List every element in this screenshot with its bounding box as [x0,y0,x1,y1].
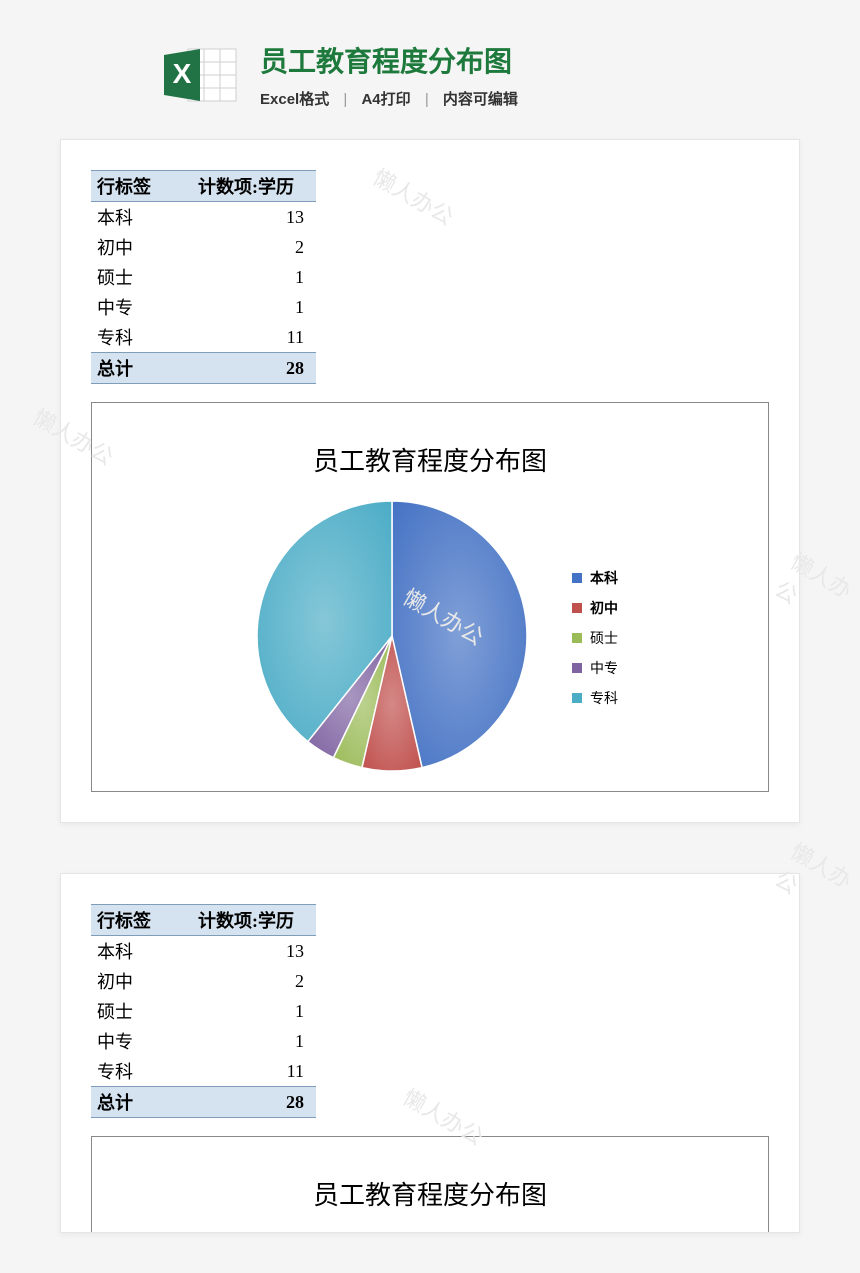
table-cell: 1 [176,1026,316,1056]
table-row: 本科13 [91,936,316,967]
table-cell: 专科 [91,1056,176,1087]
chart-legend: 本科初中硕士中专专科 [572,568,618,708]
legend-swatch [572,573,582,583]
legend-label: 初中 [590,598,618,618]
table-cell: 初中 [91,966,176,996]
table-row: 专科11 [91,322,316,353]
total-row: 总计28 [91,353,316,384]
page-1: 行标签计数项:学历 本科13初中2硕士1中专1专科11总计28 员工教育程度分布… [60,139,800,823]
table-cell: 11 [176,1056,316,1087]
column-header: 计数项:学历 [176,171,316,202]
column-header: 计数项:学历 [176,905,316,936]
legend-label: 硕士 [590,628,618,648]
total-value: 28 [176,1087,316,1118]
pivot-table: 行标签计数项:学历 本科13初中2硕士1中专1专科11总计28 [91,170,316,384]
legend-label: 本科 [590,568,618,588]
legend-swatch [572,603,582,613]
meta-format: Excel格式 [260,91,329,108]
table-cell: 本科 [91,936,176,967]
pie-slot [242,486,542,791]
table-row: 硕士1 [91,262,316,292]
legend-item: 专科 [572,688,618,708]
legend-swatch [572,663,582,673]
document-meta: Excel格式 | A4打印 | 内容可编辑 [260,88,518,109]
chart-body: 本科初中硕士中专专科 [112,1222,748,1233]
legend-swatch [572,693,582,703]
legend-swatch [572,633,582,643]
svg-text:X: X [173,58,192,89]
legend-item: 本科 [572,568,618,588]
pie-chart [242,486,542,786]
chart-title: 员工教育程度分布图 [112,441,748,478]
table-cell: 中专 [91,292,176,322]
table-cell: 2 [176,232,316,262]
table-cell: 13 [176,936,316,967]
table-cell: 1 [176,996,316,1026]
meta-sep: | [343,91,347,108]
total-row: 总计28 [91,1087,316,1118]
legend-item: 硕士 [572,628,618,648]
page-2: 行标签计数项:学历 本科13初中2硕士1中专1专科11总计28 员工教育程度分布… [60,873,800,1233]
document-header: X 员工教育程度分布图 Excel格式 | A4打印 | 内容可编辑 [160,40,800,109]
pie-chart-container: 员工教育程度分布图 本科初中硕士中专专科 [91,402,769,792]
pie-chart [242,1220,542,1234]
table-cell: 中专 [91,1026,176,1056]
table-cell: 13 [176,202,316,233]
table-row: 中专1 [91,1026,316,1056]
pivot-table: 行标签计数项:学历 本科13初中2硕士1中专1专科11总计28 [91,904,316,1118]
table-cell: 11 [176,322,316,353]
pie-slot [242,1220,542,1234]
total-label: 总计 [91,353,176,384]
excel-icon: X [160,45,240,105]
table-row: 中专1 [91,292,316,322]
document-title: 员工教育程度分布图 [260,40,518,80]
table-cell: 硕士 [91,262,176,292]
table-cell: 1 [176,262,316,292]
legend-item: 初中 [572,598,618,618]
pie-chart-container: 员工教育程度分布图 本科初中硕士中专专科 [91,1136,769,1233]
total-label: 总计 [91,1087,176,1118]
table-cell: 2 [176,966,316,996]
table-row: 初中2 [91,232,316,262]
meta-sep: | [425,91,429,108]
total-value: 28 [176,353,316,384]
legend-label: 专科 [590,688,618,708]
table-row: 本科13 [91,202,316,233]
table-cell: 硕士 [91,996,176,1026]
table-cell: 初中 [91,232,176,262]
meta-editable: 内容可编辑 [443,91,518,108]
title-block: 员工教育程度分布图 Excel格式 | A4打印 | 内容可编辑 [260,40,518,109]
table-row: 初中2 [91,966,316,996]
meta-print: A4打印 [361,91,410,108]
legend-label: 中专 [590,658,618,678]
column-header: 行标签 [91,171,176,202]
chart-title: 员工教育程度分布图 [112,1175,748,1212]
table-cell: 专科 [91,322,176,353]
table-cell: 本科 [91,202,176,233]
chart-body: 本科初中硕士中专专科 [112,488,748,788]
table-row: 硕士1 [91,996,316,1026]
column-header: 行标签 [91,905,176,936]
table-row: 专科11 [91,1056,316,1087]
table-cell: 1 [176,292,316,322]
legend-item: 中专 [572,658,618,678]
